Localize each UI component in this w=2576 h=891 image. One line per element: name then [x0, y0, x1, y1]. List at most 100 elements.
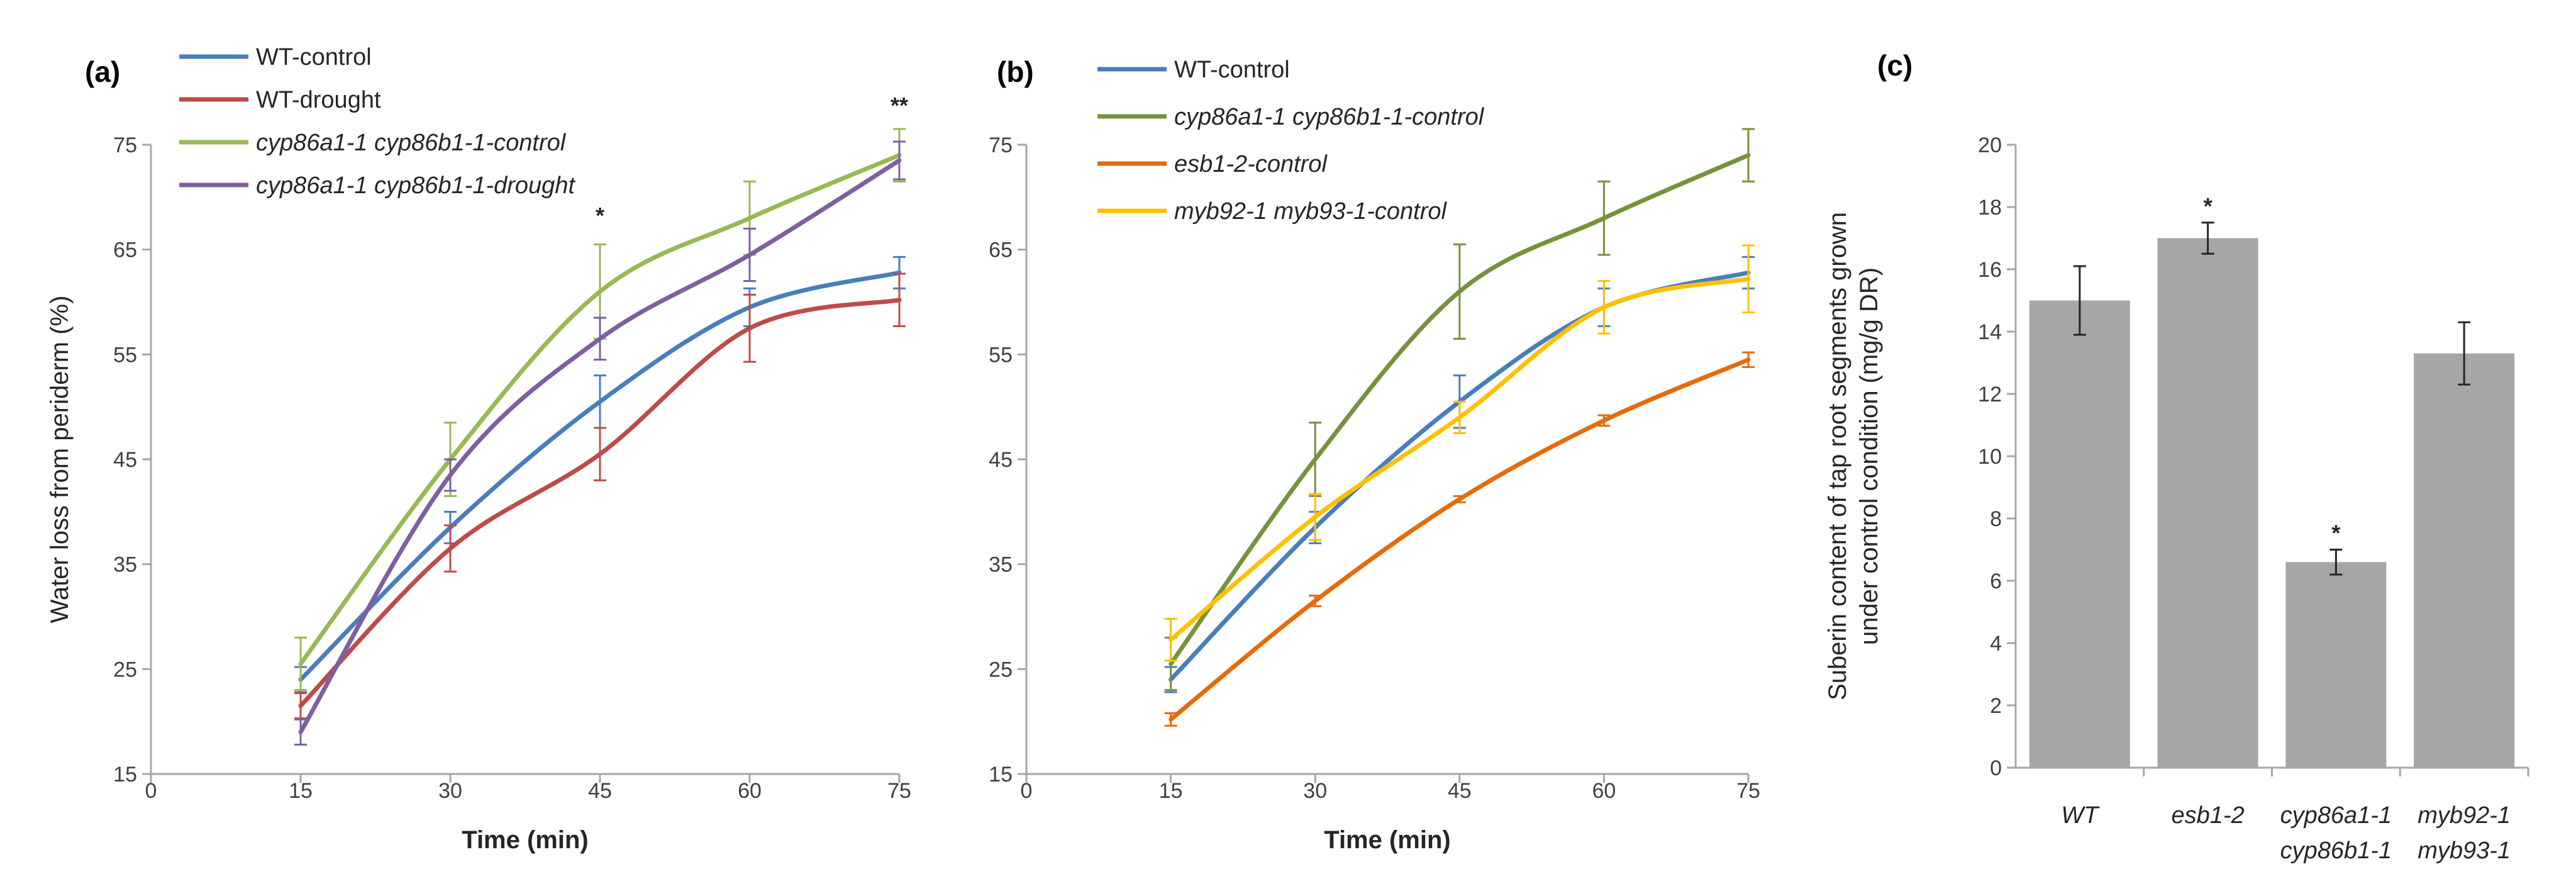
- x-tick-label: 15: [1159, 779, 1183, 803]
- y-axis-label: Water loss from periderm (%): [46, 296, 74, 624]
- y-tick-label: 8: [1990, 507, 2002, 531]
- panel-a: 15 25 35 45 55 65 75 0 15 30 45 60 75 Time (min) Water…: [46, 44, 911, 854]
- error-bar: [294, 692, 307, 720]
- error-bar: [1309, 422, 1322, 497]
- error-bar: [1453, 495, 1466, 503]
- legend-label: myb92-1 myb93-1-control: [1174, 198, 1448, 225]
- x-tick-label: 75: [887, 779, 911, 803]
- legend-label: cyp86a1-1 cyp86b1-1-drought: [256, 172, 575, 199]
- y-tick-label: 4: [1990, 632, 2002, 656]
- series-line: [1169, 153, 1751, 666]
- category-label: cyp86b1-1: [2280, 838, 2392, 864]
- error-bar: [2458, 321, 2471, 386]
- x-tick-label: 60: [738, 779, 762, 803]
- y-tick-label: 2: [1990, 694, 2002, 718]
- x-axis-label: Time (min): [462, 826, 589, 854]
- error-bar: [2329, 549, 2343, 576]
- error-bar: [2201, 221, 2214, 255]
- bar: [2157, 238, 2258, 768]
- bar: [2285, 562, 2387, 768]
- error-bar: [743, 227, 756, 283]
- error-bar: [294, 718, 307, 746]
- x-tick-label: 0: [1021, 779, 1033, 803]
- y-tick-label: 14: [1978, 320, 2002, 344]
- y-tick-label: 18: [1978, 196, 2002, 220]
- y-tick-label: 45: [989, 448, 1013, 472]
- y-tick-label: 35: [989, 553, 1013, 577]
- x-tick-label: 0: [145, 779, 157, 803]
- y-tick-label: 45: [113, 448, 137, 472]
- legend-label: cyp86a1-1 cyp86b1-1-control: [1174, 104, 1485, 130]
- y-tick-label: 6: [1990, 569, 2002, 593]
- error-bar: [1164, 617, 1177, 662]
- significance-marker: *: [2204, 193, 2212, 219]
- error-bar: [1742, 128, 1755, 182]
- y-tick-label: 35: [113, 553, 137, 577]
- panel-c: 0 2 4 6 8 10 12 14 16 18 20 Suberin content of tap …: [1824, 49, 2529, 864]
- error-bar: [1597, 280, 1611, 335]
- y-tick-label: 65: [113, 238, 137, 262]
- error-bar: [2073, 265, 2086, 336]
- category-label: cyp86a1-1: [2280, 802, 2392, 829]
- category-label: myb92-1: [2418, 802, 2511, 829]
- category-label: myb93-1: [2418, 838, 2511, 864]
- x-tick-label: 75: [1736, 779, 1760, 803]
- error-bar: [594, 374, 606, 429]
- error-bar: [1309, 595, 1322, 607]
- significance-marker: **: [891, 92, 908, 118]
- y-tick-label: 20: [1978, 133, 2002, 157]
- x-tick-label: 15: [289, 779, 313, 803]
- y-tick-label: 15: [113, 763, 137, 787]
- y-tick-label: 75: [113, 133, 137, 157]
- error-bar: [1742, 244, 1755, 314]
- error-bar: [444, 524, 457, 573]
- x-tick-label: 60: [1592, 779, 1616, 803]
- x-tick-label: 45: [1448, 779, 1472, 803]
- x-tick-label: 30: [1303, 779, 1327, 803]
- series-line: [298, 158, 902, 734]
- legend-label: WT-drought: [256, 87, 381, 113]
- x-tick-label: 30: [438, 779, 462, 803]
- y-tick-label: 12: [1978, 383, 2002, 406]
- error-bar: [1597, 180, 1611, 256]
- legend-label: WT-control: [1174, 57, 1290, 83]
- y-tick-label: 25: [989, 658, 1013, 681]
- panel-label: (a): [85, 55, 120, 88]
- error-bar: [594, 317, 606, 361]
- panel-b: 15 25 35 45 55 65 75 0 15 30 45 60 75 Time (min) (b) WT…: [989, 55, 1760, 854]
- significance-marker: *: [596, 203, 604, 228]
- panel-label: (c): [1877, 49, 1913, 82]
- legend-label: esb1-2-control: [1174, 151, 1328, 177]
- error-bar: [294, 636, 307, 692]
- series-line: [298, 298, 902, 709]
- error-bar: [444, 458, 457, 492]
- error-bar: [1453, 400, 1466, 434]
- error-bar: [594, 427, 606, 481]
- y-tick-label: 25: [113, 658, 137, 681]
- y-tick-label: 65: [989, 238, 1013, 262]
- category-label: esb1-2: [2172, 802, 2245, 829]
- error-bar: [1453, 243, 1466, 340]
- error-bar: [893, 140, 906, 181]
- y-tick-label: 16: [1978, 258, 2002, 282]
- panel-label: (b): [997, 55, 1034, 88]
- y-tick-label: 55: [113, 343, 137, 367]
- series-line: [298, 153, 902, 666]
- y-axis-label: under control condition (mg/g DR): [1855, 267, 1883, 645]
- x-axis-label: Time (min): [1324, 826, 1451, 854]
- error-bar: [743, 293, 756, 363]
- significance-marker: *: [2331, 520, 2340, 546]
- legend-label: WT-control: [256, 44, 372, 70]
- y-tick-label: 0: [1990, 756, 2002, 780]
- y-tick-label: 75: [989, 133, 1013, 157]
- error-bar: [893, 272, 906, 327]
- error-bar: [1309, 493, 1322, 541]
- legend-label: cyp86a1-1 cyp86b1-1-control: [256, 130, 567, 156]
- error-bar: [1742, 351, 1755, 368]
- bar: [2029, 300, 2130, 768]
- x-tick-label: 45: [588, 779, 612, 803]
- y-tick-label: 10: [1978, 445, 2002, 469]
- error-bar: [1597, 414, 1611, 427]
- bar: [2414, 353, 2515, 768]
